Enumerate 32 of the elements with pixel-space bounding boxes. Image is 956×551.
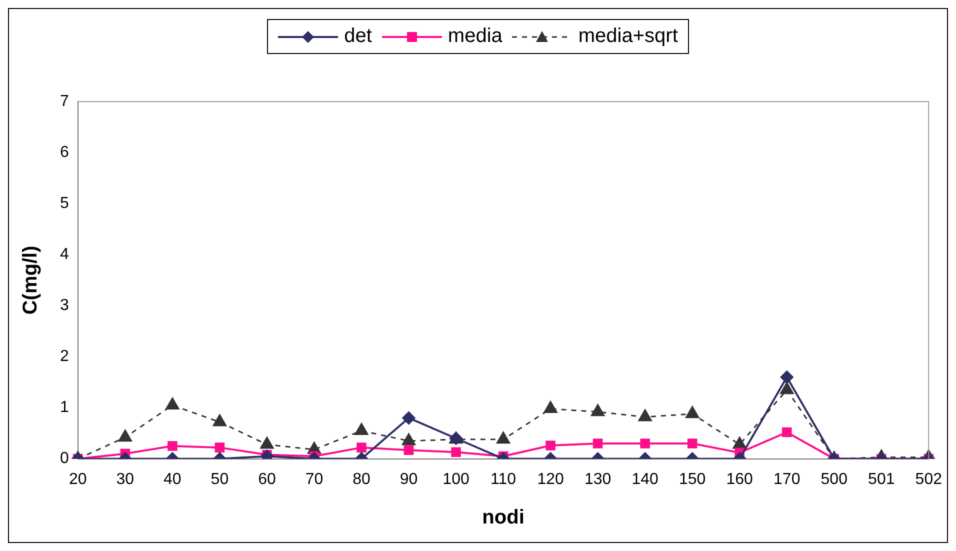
x-tick-label: 500 <box>820 470 848 488</box>
legend-label: det <box>344 25 372 48</box>
y-tick-label: 3 <box>60 297 69 314</box>
x-tick-label: 70 <box>305 470 324 488</box>
x-tick-label: 140 <box>632 470 659 488</box>
y-axis-title: C(mg/l) <box>20 246 42 315</box>
x-tick-label: 80 <box>352 470 370 488</box>
x-tick-label: 502 <box>915 470 942 488</box>
y-tick-label: 7 <box>60 93 69 110</box>
x-tick-label: 150 <box>678 470 706 488</box>
x-tick-label: 30 <box>116 470 134 488</box>
x-tick-label: 60 <box>258 470 276 488</box>
y-tick-label: 6 <box>60 144 69 162</box>
x-tick-label: 40 <box>164 470 182 488</box>
x-tick-label: 170 <box>774 470 800 488</box>
legend-label: media <box>448 25 502 48</box>
y-tick-label: 5 <box>60 195 69 212</box>
x-tick-label: 501 <box>868 470 895 488</box>
x-tick-label: 130 <box>584 470 612 488</box>
x-tick-label: 90 <box>400 470 418 488</box>
x-axis-title: nodi <box>482 506 524 529</box>
x-tick-label: 160 <box>726 470 754 488</box>
x-tick-label: 120 <box>537 470 564 488</box>
x-tick-label: 100 <box>442 470 470 488</box>
y-tick-label: 4 <box>60 246 69 264</box>
y-tick-label: 2 <box>60 348 69 366</box>
y-tick-label: 1 <box>60 399 69 416</box>
y-tick-label: 0 <box>60 450 69 468</box>
legend-label: media+sqrt <box>578 25 678 48</box>
x-tick-label: 110 <box>490 470 516 488</box>
x-tick-label: 20 <box>69 470 87 488</box>
x-tick-label: 50 <box>210 470 229 488</box>
